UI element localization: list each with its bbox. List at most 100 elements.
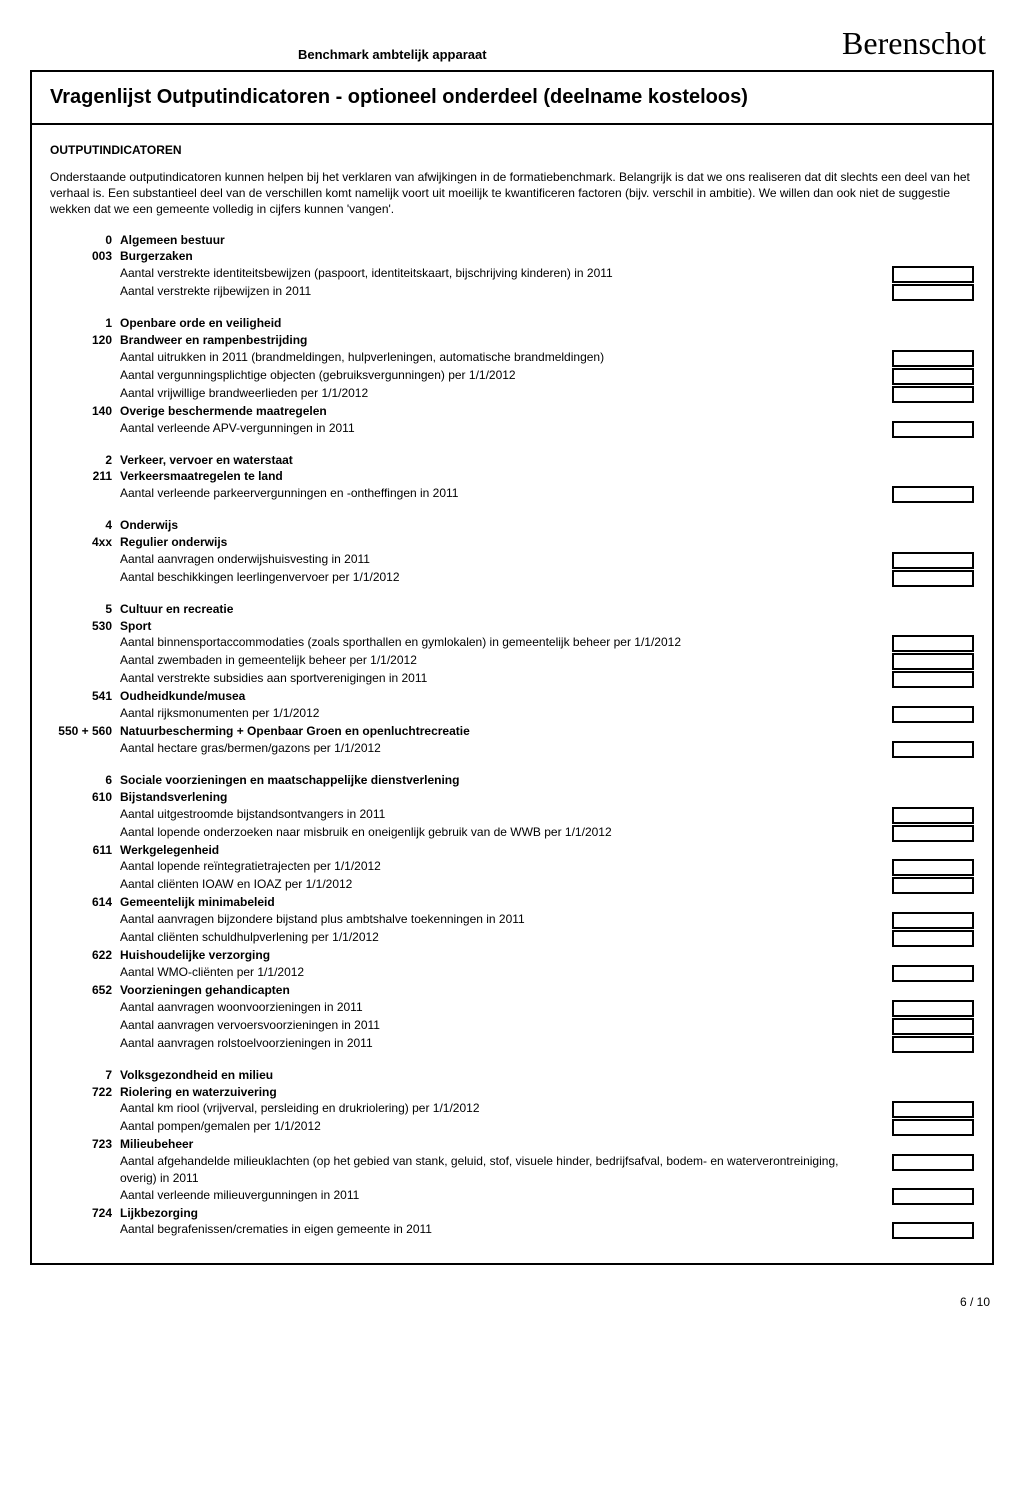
indicator-row: 610Bijstandsverlening [50,789,974,806]
indicator-row: Aantal hectare gras/bermen/gazons per 1/… [50,740,974,758]
indicator-label: Aantal aanvragen rolstoelvoorzieningen i… [120,1035,884,1052]
indicator-label: Voorzieningen gehandicapten [120,982,884,999]
value-input[interactable] [892,421,974,438]
value-input[interactable] [892,706,974,723]
indicator-label: Aantal afgehandelde milieuklachten (op h… [120,1153,884,1187]
indicator-label: Aantal hectare gras/bermen/gazons per 1/… [120,740,884,757]
indicator-label: Openbare orde en veiligheid [120,315,884,332]
indicator-label: Aantal begrafenissen/crematies in eigen … [120,1221,884,1238]
value-cell [884,1118,974,1136]
indicator-code: 120 [50,332,120,349]
indicator-label: Aantal verleende milieuvergunningen in 2… [120,1187,884,1204]
indicator-row: 4Onderwijs [50,517,974,534]
value-cell [884,911,974,929]
value-input[interactable] [892,671,974,688]
value-cell [884,876,974,894]
value-input[interactable] [892,1000,974,1017]
value-cell [884,551,974,569]
indicator-row: 5Cultuur en recreatie [50,601,974,618]
indicator-row: 2Verkeer, vervoer en waterstaat [50,452,974,469]
value-cell [884,982,974,983]
indicator-row: Aantal aanvragen rolstoelvoorzieningen i… [50,1035,974,1053]
page-number: 6 / 10 [30,1295,994,1309]
value-input[interactable] [892,1154,974,1171]
indicator-label: Aantal aanvragen woonvoorzieningen in 20… [120,999,884,1016]
indicator-code: 003 [50,248,120,265]
indicator-label: Huishoudelijke verzorging [120,947,884,964]
indicator-label: Brandweer en rampenbestrijding [120,332,884,349]
value-input[interactable] [892,825,974,842]
value-input[interactable] [892,635,974,652]
title-box: Vragenlijst Outputindicatoren - optionee… [30,70,994,123]
value-input[interactable] [892,859,974,876]
value-input[interactable] [892,552,974,569]
indicator-row: Aantal vrijwillige brandweerlieden per 1… [50,385,974,403]
indicator-group: 5Cultuur en recreatie530SportAantal binn… [50,601,974,758]
value-input[interactable] [892,741,974,758]
value-input[interactable] [892,486,974,503]
indicator-code: 1 [50,315,120,332]
indicator-label: Natuurbescherming + Openbaar Groen en op… [120,723,884,740]
indicator-code: 723 [50,1136,120,1153]
value-input[interactable] [892,1101,974,1118]
indicator-code: 4xx [50,534,120,551]
indicator-code: 211 [50,468,120,485]
indicator-label: Aantal verleende parkeervergunningen en … [120,485,884,502]
indicator-code: 0 [50,232,120,249]
indicator-row: Aantal begrafenissen/crematies in eigen … [50,1221,974,1239]
value-input[interactable] [892,930,974,947]
indicator-code: 610 [50,789,120,806]
value-cell [884,367,974,385]
value-cell [884,652,974,670]
value-input[interactable] [892,266,974,283]
indicator-row: Aantal verleende milieuvergunningen in 2… [50,1187,974,1205]
content-box: OUTPUTINDICATOREN Onderstaande outputind… [30,123,994,1265]
indicator-label: Sport [120,618,884,635]
indicator-code: 530 [50,618,120,635]
indicator-label: Aantal vergunningsplichtige objecten (ge… [120,367,884,384]
value-input[interactable] [892,653,974,670]
value-cell [884,929,974,947]
indicator-label: Verkeer, vervoer en waterstaat [120,452,884,469]
indicator-row: Aantal cliënten IOAW en IOAZ per 1/1/201… [50,876,974,894]
value-cell [884,999,974,1017]
value-cell [884,842,974,843]
indicator-label: Aantal aanvragen bijzondere bijstand plu… [120,911,884,928]
indicator-row: 541Oudheidkunde/musea [50,688,974,705]
value-input[interactable] [892,807,974,824]
indicator-row: Aantal lopende onderzoeken naar misbruik… [50,824,974,842]
indicator-code: 722 [50,1084,120,1101]
indicator-label: Aantal lopende reïntegratietrajecten per… [120,858,884,875]
value-input[interactable] [892,1222,974,1239]
indicator-label: Aantal lopende onderzoeken naar misbruik… [120,824,884,841]
indicator-row: Aantal uitrukken in 2011 (brandmeldingen… [50,349,974,367]
value-input[interactable] [892,1036,974,1053]
value-input[interactable] [892,1119,974,1136]
indicator-label: Aantal vrijwillige brandweerlieden per 1… [120,385,884,402]
indicator-label: Volksgezondheid en milieu [120,1067,884,1084]
value-input[interactable] [892,877,974,894]
value-input[interactable] [892,284,974,301]
indicator-code: 140 [50,403,120,420]
indicator-row: 120Brandweer en rampenbestrijding [50,332,974,349]
indicator-row: Aantal verleende parkeervergunningen en … [50,485,974,503]
value-input[interactable] [892,350,974,367]
value-input[interactable] [892,912,974,929]
indicator-row: Aantal verstrekte subsidies aan sportver… [50,670,974,688]
value-input[interactable] [892,386,974,403]
value-input[interactable] [892,368,974,385]
value-cell [884,705,974,723]
value-cell [884,315,974,316]
value-input[interactable] [892,965,974,982]
brand-logo: Berenschot [842,25,986,62]
indicator-code: 550 + 560 [50,723,120,740]
indicator-label: Aantal rijksmonumenten per 1/1/2012 [120,705,884,722]
indicator-label: Oudheidkunde/musea [120,688,884,705]
indicator-row: Aantal uitgestroomde bijstandsontvangers… [50,806,974,824]
indicator-row: 7Volksgezondheid en milieu [50,1067,974,1084]
value-input[interactable] [892,1188,974,1205]
value-cell [884,772,974,773]
indicator-code: 2 [50,452,120,469]
value-input[interactable] [892,1018,974,1035]
value-input[interactable] [892,570,974,587]
